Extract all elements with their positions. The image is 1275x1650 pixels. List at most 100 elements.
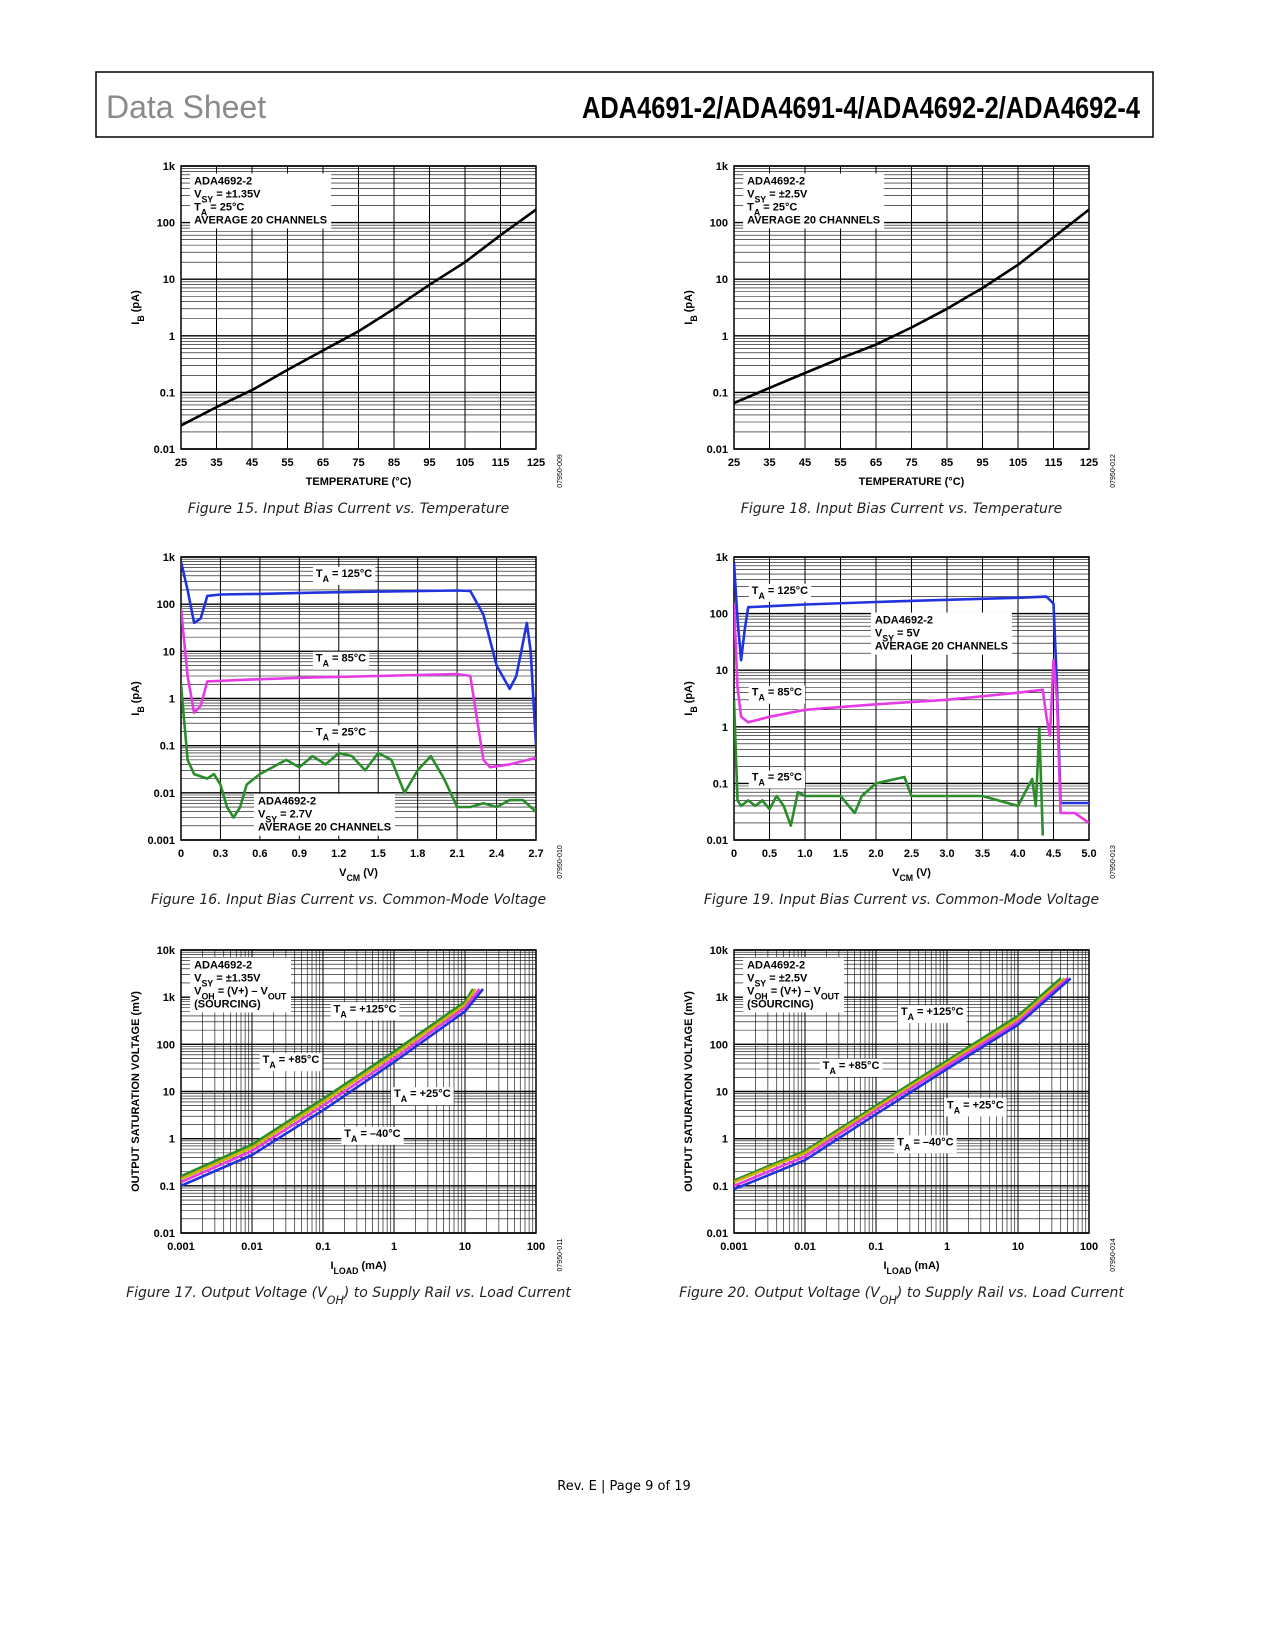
annotation: TA = 25°C (748, 770, 806, 789)
x-tick-label: 0.5 (762, 848, 777, 860)
annotation-text-part: = –40°C (910, 1136, 953, 1148)
x-tick-label: 0 (731, 848, 737, 860)
note-line-part: = ±2.5V (766, 188, 808, 200)
x-tick-label: 0.6 (252, 848, 267, 860)
y-tick-label: 1k (716, 552, 729, 564)
y-axis-label-part: I (683, 713, 695, 716)
series-line (734, 977, 1069, 1188)
y-axis-label: IB (pA) (130, 681, 146, 716)
note-line-part: V (875, 628, 883, 640)
x-tick-label: 125 (1080, 457, 1098, 469)
x-tick-label: 1.2 (331, 848, 346, 860)
y-axis-label-part: OUTPUT SATURATION VOLTAGE (mV) (130, 991, 142, 1192)
y-tick-label: 0.01 (707, 1228, 728, 1240)
annotation-text-part: A (829, 1066, 836, 1076)
y-tick-label: 1 (169, 1134, 175, 1146)
annotation-text-part: = 25°C (329, 726, 366, 738)
annotation-text-part: T (897, 1136, 904, 1148)
note-line-part: SY (265, 815, 277, 825)
annotation-text-part: T (394, 1088, 401, 1100)
annotation-text-part: T (334, 1003, 341, 1015)
x-tick-label: 0.001 (167, 1241, 195, 1253)
y-tick-label: 0.1 (160, 1181, 175, 1193)
annotation-text-part: T (901, 1006, 908, 1018)
x-tick-label: 125 (527, 457, 545, 469)
y-axis-label-part: B (136, 706, 146, 712)
annotation-text-part: = 125°C (329, 568, 372, 580)
y-axis-label-part: I (130, 713, 142, 716)
note-line-part: V (747, 985, 755, 997)
annotation-text-part: A (758, 778, 765, 788)
x-tick-label: 95 (976, 457, 988, 469)
x-tick-label: 3.5 (975, 848, 990, 860)
annotation-text-part: A (323, 574, 330, 584)
x-tick-label: 4.0 (1010, 848, 1025, 860)
figure-code: 07950-009 (557, 454, 564, 488)
x-tick-label: 65 (870, 457, 882, 469)
x-tick-label: 0.1 (315, 1241, 330, 1253)
annotation-text-part: T (263, 1054, 270, 1066)
annotation-text-part: A (323, 659, 330, 669)
note-line: VOH = (V+) – VOUT (194, 985, 287, 1001)
y-tick-label: 100 (710, 609, 728, 621)
note-line: TA = 25°C (747, 201, 797, 217)
annotation-text-part: A (758, 591, 765, 601)
y-axis-label: IB (pA) (130, 290, 146, 325)
caption: Figure 20. Output Voltage (VOH) to Suppl… (679, 1285, 1124, 1307)
x-axis-label-part: (V) (360, 867, 378, 879)
plot-frame (733, 556, 1090, 841)
note-line-part: T (194, 201, 201, 213)
y-tick-label: 0.01 (707, 835, 728, 847)
annotation-text-part: = 125°C (765, 585, 808, 597)
series-line (181, 988, 481, 1184)
note-line: (SOURCING) (194, 998, 261, 1010)
y-tick-label: 100 (157, 218, 175, 230)
note-bg (870, 612, 1012, 655)
note-line-part: ADA4692-2 (875, 615, 933, 627)
caption-part: Figure 17. Output Voltage (V (126, 1285, 328, 1301)
x-axis-label-part: TEMPERATURE (°C) (859, 476, 965, 488)
annotation-text-part: = –40°C (357, 1128, 400, 1140)
x-tick-label: 35 (763, 457, 775, 469)
y-axis-label: OUTPUT SATURATION VOLTAGE (mV) (683, 991, 695, 1192)
y-tick-label: 10k (157, 945, 176, 957)
note-line-part: AVERAGE 20 CHANNELS (747, 214, 880, 226)
figure-code: 07950-012 (1110, 454, 1117, 488)
header-box (95, 71, 1154, 138)
annotation-text-part: T (344, 1128, 351, 1140)
annotation-text-part: = 85°C (765, 687, 802, 699)
annotation: TA = 85°C (312, 651, 370, 670)
y-tick-label: 100 (157, 599, 175, 611)
chart: 0.01 0.1 1 10 100 1k 25 35 45 55 65 75 85 95 105 115 125… (683, 161, 1117, 517)
x-tick-label: 2.0 (868, 848, 883, 860)
note-line: AVERAGE 20 CHANNELS (875, 641, 1008, 653)
x-tick-label: 10 (1012, 1241, 1024, 1253)
series-line (734, 603, 1089, 825)
note-line: VOH = (V+) – VOUT (747, 985, 840, 1001)
y-tick-label: 0.01 (707, 444, 728, 456)
figure-code: 07950-013 (1110, 845, 1117, 879)
annotation-text-part: T (947, 1099, 954, 1111)
y-axis-label-part: (pA) (130, 681, 142, 706)
annotation-bg (894, 1135, 957, 1154)
annotation-bg (259, 1053, 323, 1072)
note-line: AVERAGE 20 CHANNELS (747, 214, 880, 226)
x-tick-label: 5.0 (1081, 848, 1096, 860)
annotation-text-part: A (904, 1142, 911, 1152)
y-tick-label: 100 (157, 1039, 175, 1051)
caption-part: OH (327, 1294, 345, 1307)
annotation-text-part: = +125°C (347, 1003, 397, 1015)
note-line: ADA4692-2 (194, 175, 252, 187)
annotation-text-part: A (323, 732, 330, 742)
y-tick-label: 1 (722, 1134, 728, 1146)
y-axis-label-part: OUTPUT SATURATION VOLTAGE (mV) (683, 991, 695, 1192)
chart: 0.01 0.1 1 10 100 1k 25 35 45 55 65 75 85 95 105 115 125… (130, 161, 564, 517)
y-axis-label-part: B (136, 315, 146, 321)
y-tick-label: 1k (716, 161, 729, 173)
y-axis-label-part: B (689, 315, 699, 321)
x-tick-label: 0 (178, 848, 184, 860)
note-line: VSY = 2.7V (258, 809, 313, 825)
y-axis-label: OUTPUT SATURATION VOLTAGE (mV) (130, 991, 142, 1192)
